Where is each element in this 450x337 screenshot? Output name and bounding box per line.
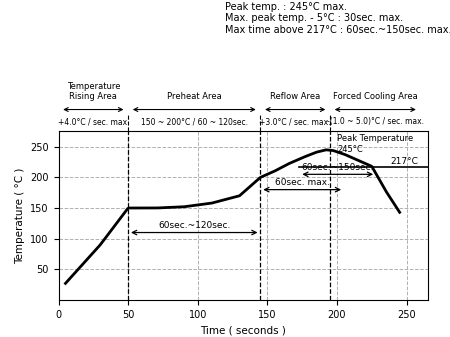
Text: 60sec. max.: 60sec. max. bbox=[274, 178, 330, 187]
Text: 150 ~ 200°C / 60 ~ 120sec.: 150 ~ 200°C / 60 ~ 120sec. bbox=[141, 117, 248, 126]
Text: Peak temp. : 245°C max.
Max. peak temp. - 5°C : 30sec. max.
Max time above 217°C: Peak temp. : 245°C max. Max. peak temp. … bbox=[225, 2, 450, 35]
Text: Preheat Area: Preheat Area bbox=[167, 92, 222, 101]
Y-axis label: Temperature ( °C ): Temperature ( °C ) bbox=[14, 167, 25, 264]
Text: +4.0°C / sec. max.: +4.0°C / sec. max. bbox=[58, 117, 129, 126]
Text: 60sec.~120sec.: 60sec.~120sec. bbox=[158, 221, 230, 230]
Text: +3.0°C / sec. max.: +3.0°C / sec. max. bbox=[260, 117, 331, 126]
Text: -(1.0 ~ 5.0)°C / sec. max.: -(1.0 ~ 5.0)°C / sec. max. bbox=[327, 117, 424, 126]
Text: Peak Temperature
245°C: Peak Temperature 245°C bbox=[337, 134, 413, 154]
Text: Forced Cooling Area: Forced Cooling Area bbox=[333, 92, 418, 101]
Text: Temperature
Rising Area: Temperature Rising Area bbox=[67, 82, 120, 101]
Text: 60sec.~150sec.: 60sec.~150sec. bbox=[302, 163, 374, 172]
Text: Reflow Area: Reflow Area bbox=[270, 92, 320, 101]
Text: 217°C: 217°C bbox=[390, 157, 418, 166]
X-axis label: Time ( seconds ): Time ( seconds ) bbox=[200, 325, 286, 335]
